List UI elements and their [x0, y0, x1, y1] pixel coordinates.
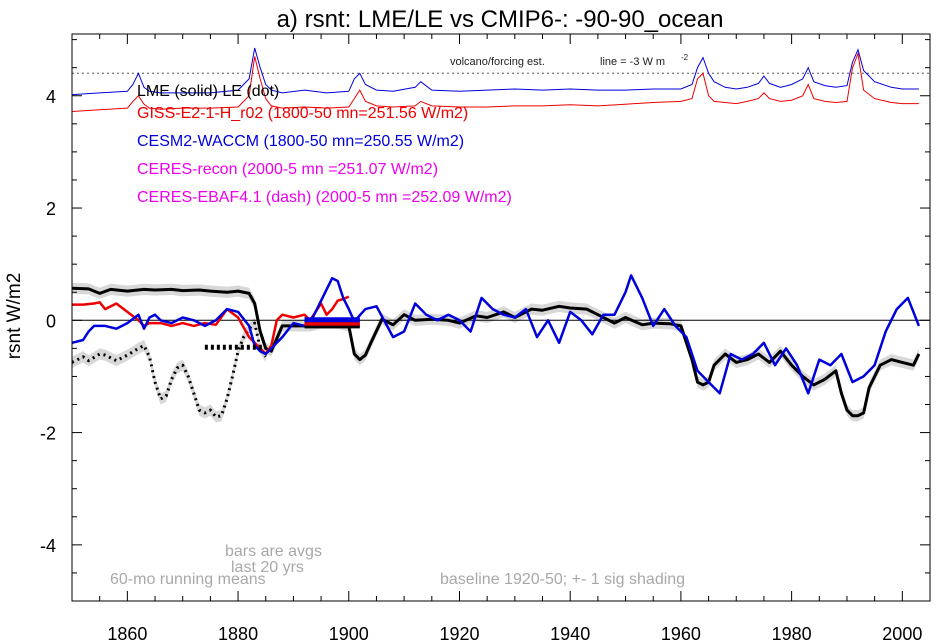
x-tick-label: 1960 [661, 624, 701, 641]
series-line-lme-solid [71, 286, 921, 418]
legend-entry-cesm2: CESM2-WACCM (1800-50 mn=250.55 W/m2) [137, 133, 464, 150]
axis-layer: 1860 1880 1900 1920 1940 1960 1980 2000 4 2 0 -2 -4 [40, 33, 931, 641]
chart-title: a) rsnt: LME/LE vs CMIP6-: -90-90_ocean [277, 6, 724, 33]
annotation-volcano: volcano/forcing est. [450, 56, 545, 68]
series-line-le-dot [71, 321, 267, 419]
annotations: volcano/forcing est. line = -3 W m -2 ba… [110, 53, 689, 588]
shading-layer [72, 282, 919, 423]
x-tick-label: 1980 [772, 624, 812, 641]
shading-le-dot [72, 317, 266, 423]
forcing-estimate-line [71, 51, 919, 112]
legend-entry-ceres-ebaf: CERES-EBAF4.1 (dash) (2000-5 mn =252.09 … [137, 189, 512, 206]
volcano-estimate-line [71, 47, 919, 96]
y-axis-label: rsnt W/m2 [4, 273, 25, 360]
annotation-line-scale: line = -3 W m [600, 56, 665, 68]
series-line-cesm2-waccm [71, 274, 921, 395]
y-tick-label: 0 [46, 311, 56, 331]
x-tick-label: 1860 [107, 624, 147, 641]
x-tick-label: 1940 [550, 624, 590, 641]
shading-lme-solid [72, 282, 919, 422]
annotation-line-scale-sup: -2 [681, 53, 689, 62]
avg-bars-layer [204, 317, 360, 350]
y-tick-label: 2 [46, 199, 56, 219]
x-tick-label: 1920 [439, 624, 479, 641]
legend-entry-giss: GISS-E2-1-H_r02 (1800-50 mn=251.56 W/m2) [137, 105, 468, 122]
legend: LME (solid) LE (dot) GISS-E2-1-H_r02 (18… [137, 83, 512, 206]
legend-entry-ceres-recon: CERES-recon (2000-5 mn =251.07 W/m2) [137, 161, 438, 178]
x-tick-label: 2000 [882, 624, 922, 641]
annotation-running-means: 60-mo running means [110, 571, 266, 588]
series-layer [71, 47, 921, 419]
x-tick-label: 1880 [218, 624, 258, 641]
y-tick-label: 4 [46, 87, 56, 107]
y-tick-label: -2 [40, 424, 56, 444]
annotation-bars-1: bars are avgs [225, 543, 322, 560]
plot-frame [71, 33, 931, 602]
annotation-baseline: baseline 1920-50; +- 1 sig shading [440, 571, 685, 588]
x-tick-label: 1900 [329, 624, 369, 641]
y-tick-label: -4 [40, 536, 56, 556]
legend-entry-lme-le: LME (solid) LE (dot) [137, 83, 279, 100]
annotation-bars-2: last 20 yrs [231, 559, 304, 576]
